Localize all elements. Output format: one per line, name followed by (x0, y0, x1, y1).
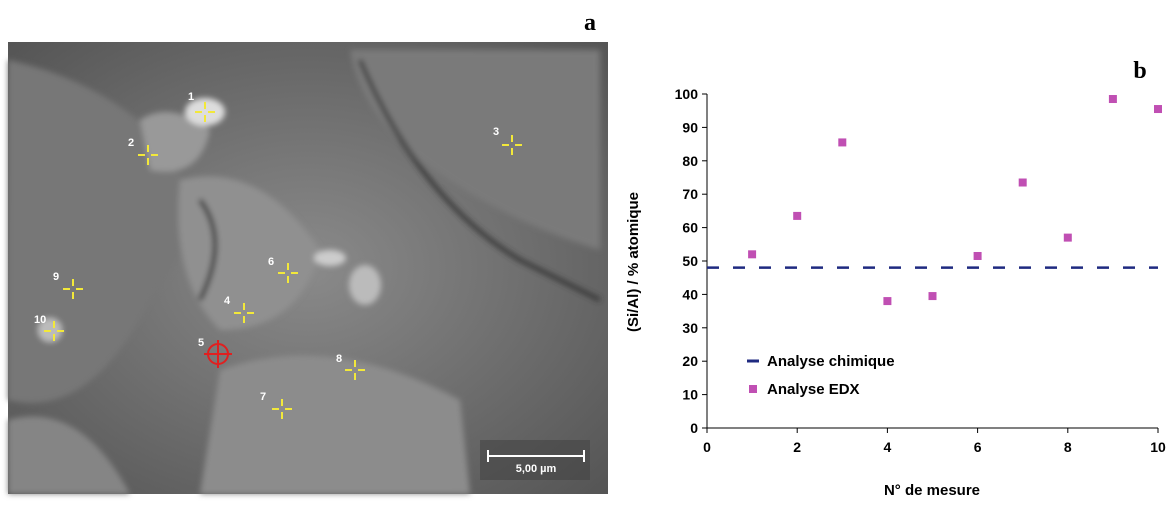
sem-image: 5,00 µm 1 2 3 4 5 6 7 8 9 10 (8, 42, 608, 494)
point-label: 5 (198, 337, 204, 349)
y-tick-label: 30 (682, 320, 698, 336)
y-tick-label: 20 (682, 353, 698, 369)
point-label: 7 (260, 391, 266, 403)
data-point (748, 250, 757, 259)
y-tick-label: 50 (682, 253, 698, 269)
y-tick-label: 70 (682, 186, 698, 202)
point-label: 9 (53, 271, 59, 283)
scale-bar-label: 5,00 µm (516, 463, 557, 475)
y-tick-label: 60 (682, 220, 698, 236)
crosshairs (44, 102, 522, 419)
data-point (883, 297, 892, 306)
point-label: 8 (336, 353, 342, 365)
legend-label: Analyse chimique (767, 353, 895, 370)
point-label: 1 (188, 91, 194, 103)
panel-label: a (584, 10, 596, 36)
legend-symbol (749, 385, 757, 393)
x-tick-label: 2 (793, 439, 801, 455)
x-tick-label: 0 (703, 439, 711, 455)
point-label: 6 (268, 256, 274, 268)
data-point (838, 138, 847, 147)
y-tick-label: 40 (682, 286, 698, 302)
data-point (1063, 233, 1072, 242)
data-point (1018, 178, 1027, 187)
legend-label: Analyse EDX (767, 381, 860, 398)
data-point (928, 292, 937, 301)
y-tick-label: 100 (675, 86, 699, 102)
y-tick-label: 80 (682, 153, 698, 169)
x-axis-title: N° de mesure (884, 482, 980, 499)
y-tick-label: 0 (690, 420, 698, 436)
y-tick-label: 10 (682, 387, 698, 403)
data-point (1108, 95, 1117, 104)
x-tick-label: 10 (1150, 439, 1166, 455)
x-tick-label: 8 (1064, 439, 1072, 455)
data-point (1154, 105, 1162, 114)
y-axis-title: (Si/Al) / % atomique (625, 192, 642, 332)
data-point (793, 211, 802, 220)
legend-box (737, 343, 947, 407)
panel-label: b (1133, 58, 1146, 84)
y-tick-label: 90 (682, 119, 698, 135)
point-label: 4 (224, 295, 231, 307)
x-tick-label: 6 (974, 439, 982, 455)
point-label: 10 (34, 314, 46, 326)
x-tick-label: 4 (884, 439, 892, 455)
data-point (973, 251, 982, 260)
point-label: 3 (493, 126, 499, 138)
point-label: 2 (128, 137, 134, 149)
